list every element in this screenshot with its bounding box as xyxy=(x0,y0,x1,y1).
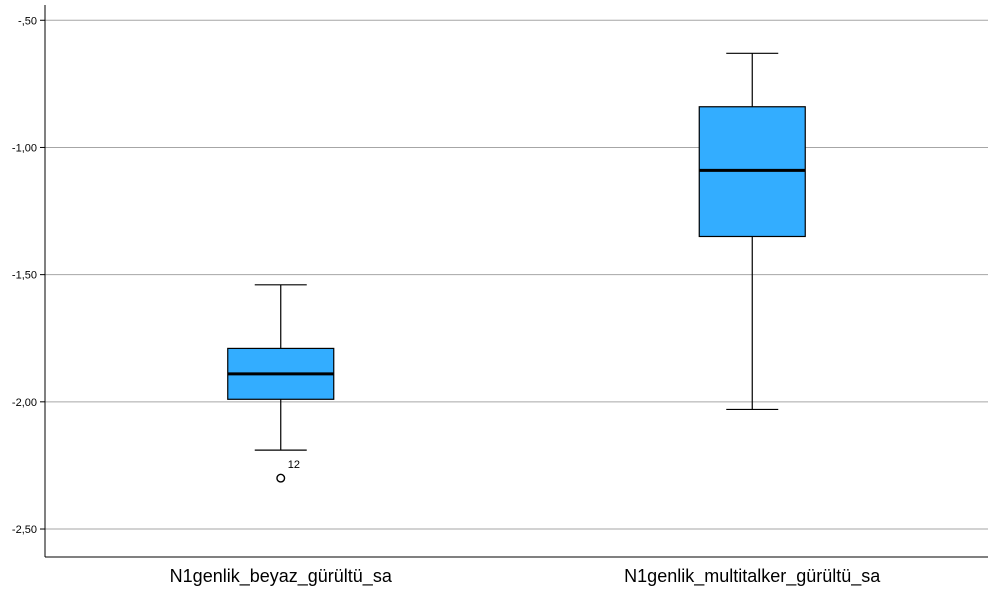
y-tick-label: -2,50 xyxy=(12,524,37,536)
outlier-label: 12 xyxy=(288,459,300,471)
x-category-label: N1genlik_multitalker_gürültü_sa xyxy=(624,566,881,587)
y-tick-label: -,50 xyxy=(18,15,37,27)
outlier-point xyxy=(276,473,286,483)
x-category-label: N1genlik_beyaz_gürültü_sa xyxy=(170,566,393,587)
y-tick-label: -1,50 xyxy=(12,270,37,282)
y-tick-label: -1,00 xyxy=(12,142,37,154)
y-tick-label: -2,00 xyxy=(12,397,37,409)
